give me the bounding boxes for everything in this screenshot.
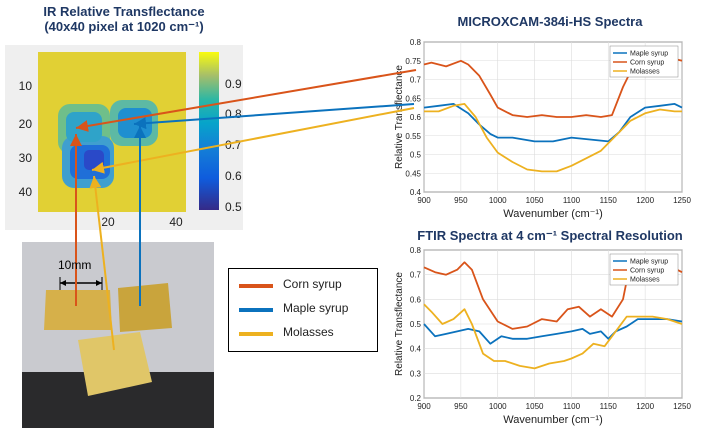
colorbar-tick-label: 0.5 (225, 200, 242, 214)
y-tick-label: 0.55 (405, 132, 421, 141)
x-tick-label: 1000 (489, 402, 507, 411)
heatmap-image (38, 52, 186, 212)
chart-legend-label: Corn syrup (630, 268, 664, 275)
x-tick-label: 1050 (526, 402, 544, 411)
x-tick-label: 900 (417, 196, 431, 205)
x-tick-label: 900 (417, 402, 431, 411)
molasses-slide (78, 332, 152, 396)
heatmap-y-tick-label: 30 (19, 151, 33, 165)
x-tick-label: 1000 (489, 196, 507, 205)
y-tick-label: 0.75 (405, 57, 421, 66)
y-tick-label: 0.65 (405, 94, 421, 103)
microxcam-spectra-chart: 900 950 1000 1050 1100 1150 1200 1250 0.4 0.45 0.5… (394, 38, 691, 220)
x-tick-label: 1250 (673, 402, 691, 411)
x-axis-label: Wavenumber (cm⁻¹) (503, 208, 603, 220)
sample-legend: Corn syrup Maple syrup Molasses (228, 268, 378, 352)
corn-syrup-arrow-from-spectrum (75, 69, 417, 132)
molasses-arrow-from-spectrum (91, 107, 415, 174)
heatmap-axis-ticks: 10 20 30 40 20 40 0.9 0.8 0.7 0.6 0.5 (19, 77, 242, 229)
colorbar-tick-label: 0.9 (225, 77, 242, 91)
heatmap-title-line2: (40x40 pixel at 1020 cm⁻¹) (44, 19, 204, 34)
microxcam-chart-title: MICROXCAM-384i-HS Spectra (457, 14, 643, 29)
heatmap-x-tick-label: 40 (169, 215, 183, 229)
y-tick-label: 0.45 (405, 169, 421, 178)
x-tick-label: 1100 (563, 402, 581, 411)
x-tick-label: 1150 (600, 196, 618, 205)
y-tick-label: 0.6 (410, 295, 422, 304)
maple-syrup-arrow-from-spectrum (133, 103, 415, 130)
ftir-chart-title: FTIR Spectra at 4 cm⁻¹ Spectral Resoluti… (417, 228, 683, 243)
chart-legend-label: Maple syrup (630, 259, 668, 266)
heatmap-y-tick-label: 40 (19, 185, 33, 199)
colorbar (199, 52, 219, 210)
y-tick-label: 0.3 (410, 369, 422, 378)
colorbar-tick-label: 0.7 (225, 138, 242, 152)
heatmap-title-line1: IR Relative Transflectance (43, 4, 205, 19)
y-tick-label: 0.7 (410, 76, 422, 85)
colorbar-tick-label: 0.6 (225, 169, 242, 183)
y-tick-label: 0.5 (410, 151, 422, 160)
x-tick-label: 1200 (636, 402, 654, 411)
sample-photo (22, 242, 214, 428)
y-tick-label: 0.4 (410, 345, 422, 354)
y-axis-label: Relative Transflectance (394, 272, 405, 376)
heatmap-y-tick-label: 20 (19, 117, 33, 131)
heatmap-title: IR Relative Transflectance (40x40 pixel … (5, 4, 243, 35)
y-tick-label: 0.5 (410, 320, 422, 329)
colorbar-tick-label: 0.8 (225, 107, 242, 121)
ftir-spectra-chart: 900 950 1000 1050 1100 1150 1200 1250 0.2 0.3 0.4 0… (394, 246, 691, 426)
corn-syrup-slide (44, 290, 112, 330)
x-tick-label: 1100 (563, 196, 581, 205)
chart-legend-label: Molasses (630, 69, 660, 76)
series-line-maple-syrup (423, 318, 683, 345)
scale-label: 10mm (58, 258, 92, 272)
x-tick-label: 950 (454, 196, 468, 205)
y-tick-label: 0.6 (410, 113, 422, 122)
legend-swatch (239, 308, 273, 312)
x-tick-label: 1150 (600, 402, 618, 411)
legend-label: Molasses (283, 325, 334, 339)
legend-swatch (239, 284, 273, 288)
connector-arrows (70, 69, 417, 351)
legend-label: Corn syrup (283, 277, 342, 291)
x-tick-label: 1200 (636, 196, 654, 205)
chart-legend-label: Corn syrup (630, 60, 664, 67)
y-tick-label: 0.4 (410, 188, 422, 197)
x-tick-label: 950 (454, 402, 468, 411)
y-tick-label: 0.8 (410, 246, 422, 255)
series-line-molasses (423, 303, 683, 370)
maple-syrup-slide (118, 283, 172, 332)
y-tick-label: 0.8 (410, 38, 422, 47)
legend-swatch (239, 332, 273, 336)
y-tick-label: 0.2 (410, 394, 422, 403)
heatmap-x-tick-label: 20 (101, 215, 115, 229)
heatmap-y-tick-label: 10 (19, 79, 33, 93)
scale-bar (59, 277, 103, 290)
y-tick-label: 0.7 (410, 271, 422, 280)
chart-legend-label: Maple syrup (630, 51, 668, 58)
series-line-molasses (424, 103, 682, 173)
x-tick-label: 1050 (526, 196, 544, 205)
legend-label: Maple syrup (283, 301, 349, 315)
y-axis-label: Relative Transflectance (394, 65, 405, 169)
chart-legend-label: Molasses (630, 277, 660, 284)
series-line-maple-syrup (423, 103, 683, 143)
molasses-arrow-from-photo (89, 175, 115, 351)
x-tick-label: 1250 (673, 196, 691, 205)
x-axis-label: Wavenumber (cm⁻¹) (503, 414, 603, 426)
